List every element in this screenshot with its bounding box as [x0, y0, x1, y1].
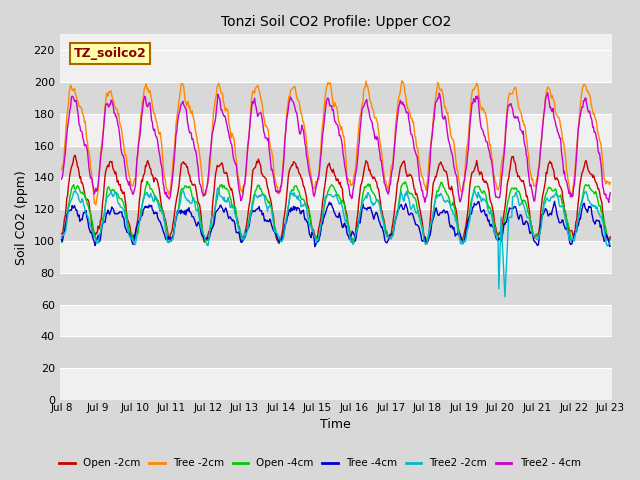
Bar	[60, 114, 612, 145]
Text: TZ_soilco2: TZ_soilco2	[74, 47, 146, 60]
Bar	[60, 241, 612, 273]
Bar	[60, 305, 612, 336]
Title: Tonzi Soil CO2 Profile: Upper CO2: Tonzi Soil CO2 Profile: Upper CO2	[221, 15, 451, 29]
Bar	[60, 50, 612, 82]
Bar	[60, 82, 612, 114]
Bar	[60, 178, 612, 209]
Y-axis label: Soil CO2 (ppm): Soil CO2 (ppm)	[15, 170, 28, 264]
Bar	[60, 209, 612, 241]
Bar	[60, 368, 612, 400]
Bar	[60, 273, 612, 305]
X-axis label: Time: Time	[321, 419, 351, 432]
Legend: Open -2cm, Tree -2cm, Open -4cm, Tree -4cm, Tree2 -2cm, Tree2 - 4cm: Open -2cm, Tree -2cm, Open -4cm, Tree -4…	[55, 454, 585, 472]
Bar	[60, 336, 612, 368]
Bar	[60, 145, 612, 178]
